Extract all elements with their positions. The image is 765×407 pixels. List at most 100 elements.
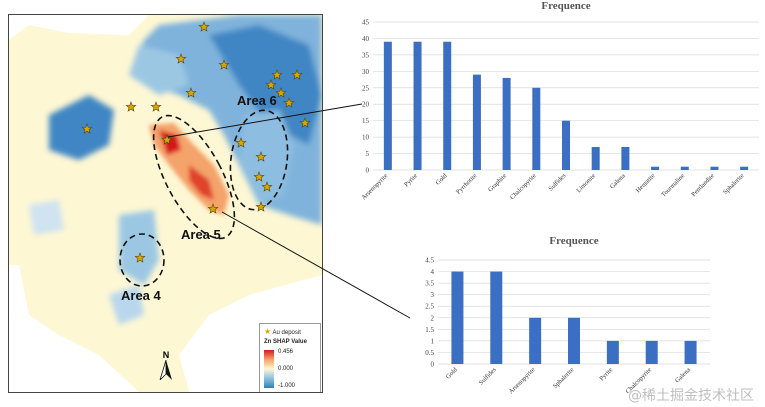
x-tick-label: Sulfides (547, 172, 567, 192)
au-deposit-star (207, 203, 219, 214)
au-deposit-star (291, 69, 303, 80)
x-tick-label: Pyrite (403, 172, 419, 188)
chart-title: Frequence (541, 0, 590, 12)
bar (645, 340, 658, 364)
au-deposit-star (283, 97, 295, 108)
bar (568, 317, 580, 364)
y-tick-label: 5 (366, 150, 370, 158)
bar (383, 41, 392, 170)
bar (529, 317, 542, 364)
watermark: @稀土掘金技术社区 (628, 388, 754, 404)
au-deposit-star (275, 87, 287, 98)
chart-title: Frequence (549, 235, 598, 247)
x-tick-label: Arsenopyrite (360, 172, 389, 201)
au-deposit-star (271, 69, 283, 80)
y-tick-label: 20 (362, 101, 370, 109)
x-tick-label: Gold (435, 172, 450, 187)
north-arrow-icon (159, 359, 172, 381)
y-tick-label: 0.5 (425, 349, 434, 357)
legend-min: -1.000 (278, 383, 296, 389)
x-tick-label: Pyrrhotite (455, 172, 478, 195)
area-5-outline (152, 114, 236, 240)
bar (472, 74, 481, 170)
au-deposit-star (218, 59, 230, 70)
bar (651, 166, 660, 170)
au-deposit-star (185, 87, 197, 98)
legend-color-ramp (264, 350, 274, 388)
legend-max: 0.456 (278, 349, 294, 355)
map-legend: ★ Au deposit Zn SHAP Value 0.456 0.000 -… (259, 323, 321, 392)
y-tick-label: 1.5 (425, 326, 434, 334)
au-deposit-star (261, 181, 273, 192)
legend-mid: 0.000 (278, 366, 294, 372)
x-tick-label: Tourmaline (660, 172, 686, 198)
au-deposit-star (255, 151, 267, 162)
y-tick-label: 40 (362, 35, 370, 43)
bar (451, 271, 464, 364)
deposit-star-icon: ★ (264, 327, 272, 336)
au-deposit-star (198, 21, 210, 32)
y-tick-label: 1 (431, 337, 435, 345)
bar (684, 340, 697, 364)
x-tick-label: Arsenopyrite (508, 366, 537, 395)
x-tick-label: Gold (445, 366, 460, 381)
au-deposit-star (253, 171, 265, 182)
frequence-chart-area5: Frequence 0 0.5 1 1.5 2 2.5 3 3.5 4 4.5 Gold Sulfide… (425, 235, 710, 395)
legend-deposit-label: Au deposit (272, 330, 301, 336)
y-tick-label: 10 (362, 134, 370, 142)
bar (443, 41, 452, 170)
bar (562, 120, 570, 170)
bar (680, 166, 689, 170)
au-deposit-star (134, 252, 146, 263)
bar (532, 87, 541, 170)
legend-title: Zn SHAP Value (264, 339, 307, 345)
positive-shap-zone (149, 123, 229, 215)
y-tick-label: 35 (362, 51, 370, 59)
negative-shap-zones (29, 15, 322, 325)
y-tick-label: 30 (362, 68, 370, 76)
au-deposit-star (255, 201, 267, 212)
nodata-region (9, 15, 149, 40)
au-deposit-star (125, 101, 137, 112)
y-tick-label: 3 (431, 291, 435, 299)
au-deposit-star (81, 123, 93, 134)
y-tick-label: 45 (362, 19, 370, 27)
frequence-chart-area6: Frequence 0 5 10 15 20 25 30 35 40 45 Arsenopyrite P… (360, 0, 759, 201)
area-6-outline (229, 109, 289, 211)
au-deposit-star (265, 79, 277, 90)
bar (710, 166, 719, 170)
y-tick-label: 2 (431, 314, 435, 322)
x-tick-label: Graphite (487, 172, 508, 193)
bar (740, 166, 749, 170)
x-tick-label: Chalcopyrite (509, 172, 538, 201)
x-tick-label: Pentlandite (690, 172, 716, 198)
area-5-label: Area 5 (181, 227, 221, 242)
x-tick-label: Limonite (575, 172, 597, 194)
area-6-label: Area 6 (237, 93, 277, 108)
y-tick-label: 0 (431, 361, 435, 369)
au-deposit-star (235, 137, 247, 148)
north-label: N (162, 350, 170, 360)
north-arrow: N (159, 350, 173, 382)
connector-line-bottom (221, 211, 411, 319)
nodata-region (9, 265, 139, 392)
y-tick-label: 4 (431, 268, 435, 276)
au-deposit-star (175, 53, 187, 64)
area-4-label: Area 4 (121, 288, 161, 303)
x-tick-label: Hematite (635, 172, 657, 194)
x-tick-label: Sulfides (478, 366, 498, 386)
x-tick-label: Pyrite (598, 366, 614, 382)
bar (413, 41, 422, 170)
y-tick-label: 2.5 (425, 303, 434, 311)
x-tick-label: Galena (674, 366, 692, 384)
au-deposit-star (299, 117, 311, 128)
shap-map: Area 6 Area 5 Area 4 N ★ Au deposit Zn S… (8, 14, 323, 393)
bar (591, 146, 600, 170)
y-tick-label: 3.5 (425, 280, 434, 288)
area-4-outline (119, 233, 165, 287)
au-deposits (81, 21, 311, 263)
bar (606, 340, 619, 364)
y-tick-label: 15 (362, 117, 370, 125)
y-tick-label: 25 (362, 84, 370, 92)
